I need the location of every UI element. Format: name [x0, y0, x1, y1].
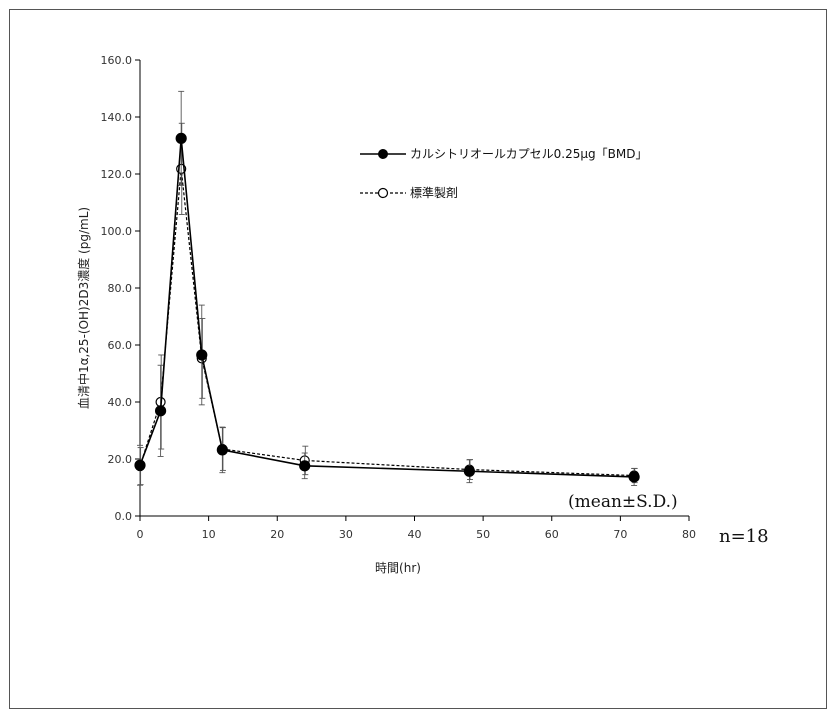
series-line: [139, 138, 635, 478]
x-tick-label: 30: [339, 528, 353, 541]
axes: 0.0 20.0 40.0 60.0 80.0 100.0 120.0 140.0 160.0 0…: [101, 54, 697, 541]
legend-marker-test: [378, 149, 388, 159]
stat-note: (mean±S.D.): [568, 492, 678, 512]
legend-label-reference: 標準製剤: [410, 185, 458, 200]
series-1: [134, 122, 640, 486]
data-marks: [134, 90, 640, 486]
chart-svg: 0.0 20.0 40.0 60.0 80.0 100.0 120.0 140.0 160.0 0…: [76, 54, 769, 575]
x-tick-label: 20: [270, 528, 284, 541]
series-0: [134, 90, 640, 486]
y-tick-label: 60.0: [108, 339, 133, 352]
y-tick-label: 20.0: [108, 453, 133, 466]
y-tick-label: 160.0: [101, 54, 133, 67]
y-tick-label: 80.0: [108, 282, 133, 295]
y-tick-label: 140.0: [101, 111, 133, 124]
legend-label-test: カルシトリオールカプセル0.25μg「BMD」: [410, 147, 647, 161]
data-point: [463, 465, 475, 477]
x-tick-label: 40: [408, 528, 422, 541]
x-tick-label: 10: [202, 528, 216, 541]
x-tick-label: 0: [137, 528, 144, 541]
data-point: [628, 471, 640, 483]
x-tick-label: 60: [545, 528, 559, 541]
y-axis-title: 血清中1α,25-(OH)2D3濃度 (pg/mL): [76, 207, 91, 409]
y-tick-label: 0.0: [115, 510, 133, 523]
legend: カルシトリオールカプセル0.25μg「BMD」 標準製剤: [360, 147, 647, 200]
data-point: [134, 459, 146, 471]
data-point: [216, 444, 228, 456]
x-tick-label: 50: [476, 528, 490, 541]
data-point: [299, 460, 311, 472]
x-tick-label: 80: [682, 528, 696, 541]
legend-marker-reference: [377, 187, 389, 199]
data-point: [196, 349, 208, 361]
chart-frame: 0.0 20.0 40.0 60.0 80.0 100.0 120.0 140.0 160.0 0…: [9, 9, 827, 709]
y-tick-label: 40.0: [108, 396, 133, 409]
x-axis-title: 時間(hr): [375, 561, 421, 575]
y-tick-label: 100.0: [101, 225, 133, 238]
data-point: [154, 405, 167, 417]
n-note: n=18: [719, 526, 769, 547]
data-point: [175, 132, 187, 144]
y-tick-label: 120.0: [101, 168, 133, 181]
series-line: [139, 168, 635, 477]
x-tick-label: 70: [613, 528, 627, 541]
